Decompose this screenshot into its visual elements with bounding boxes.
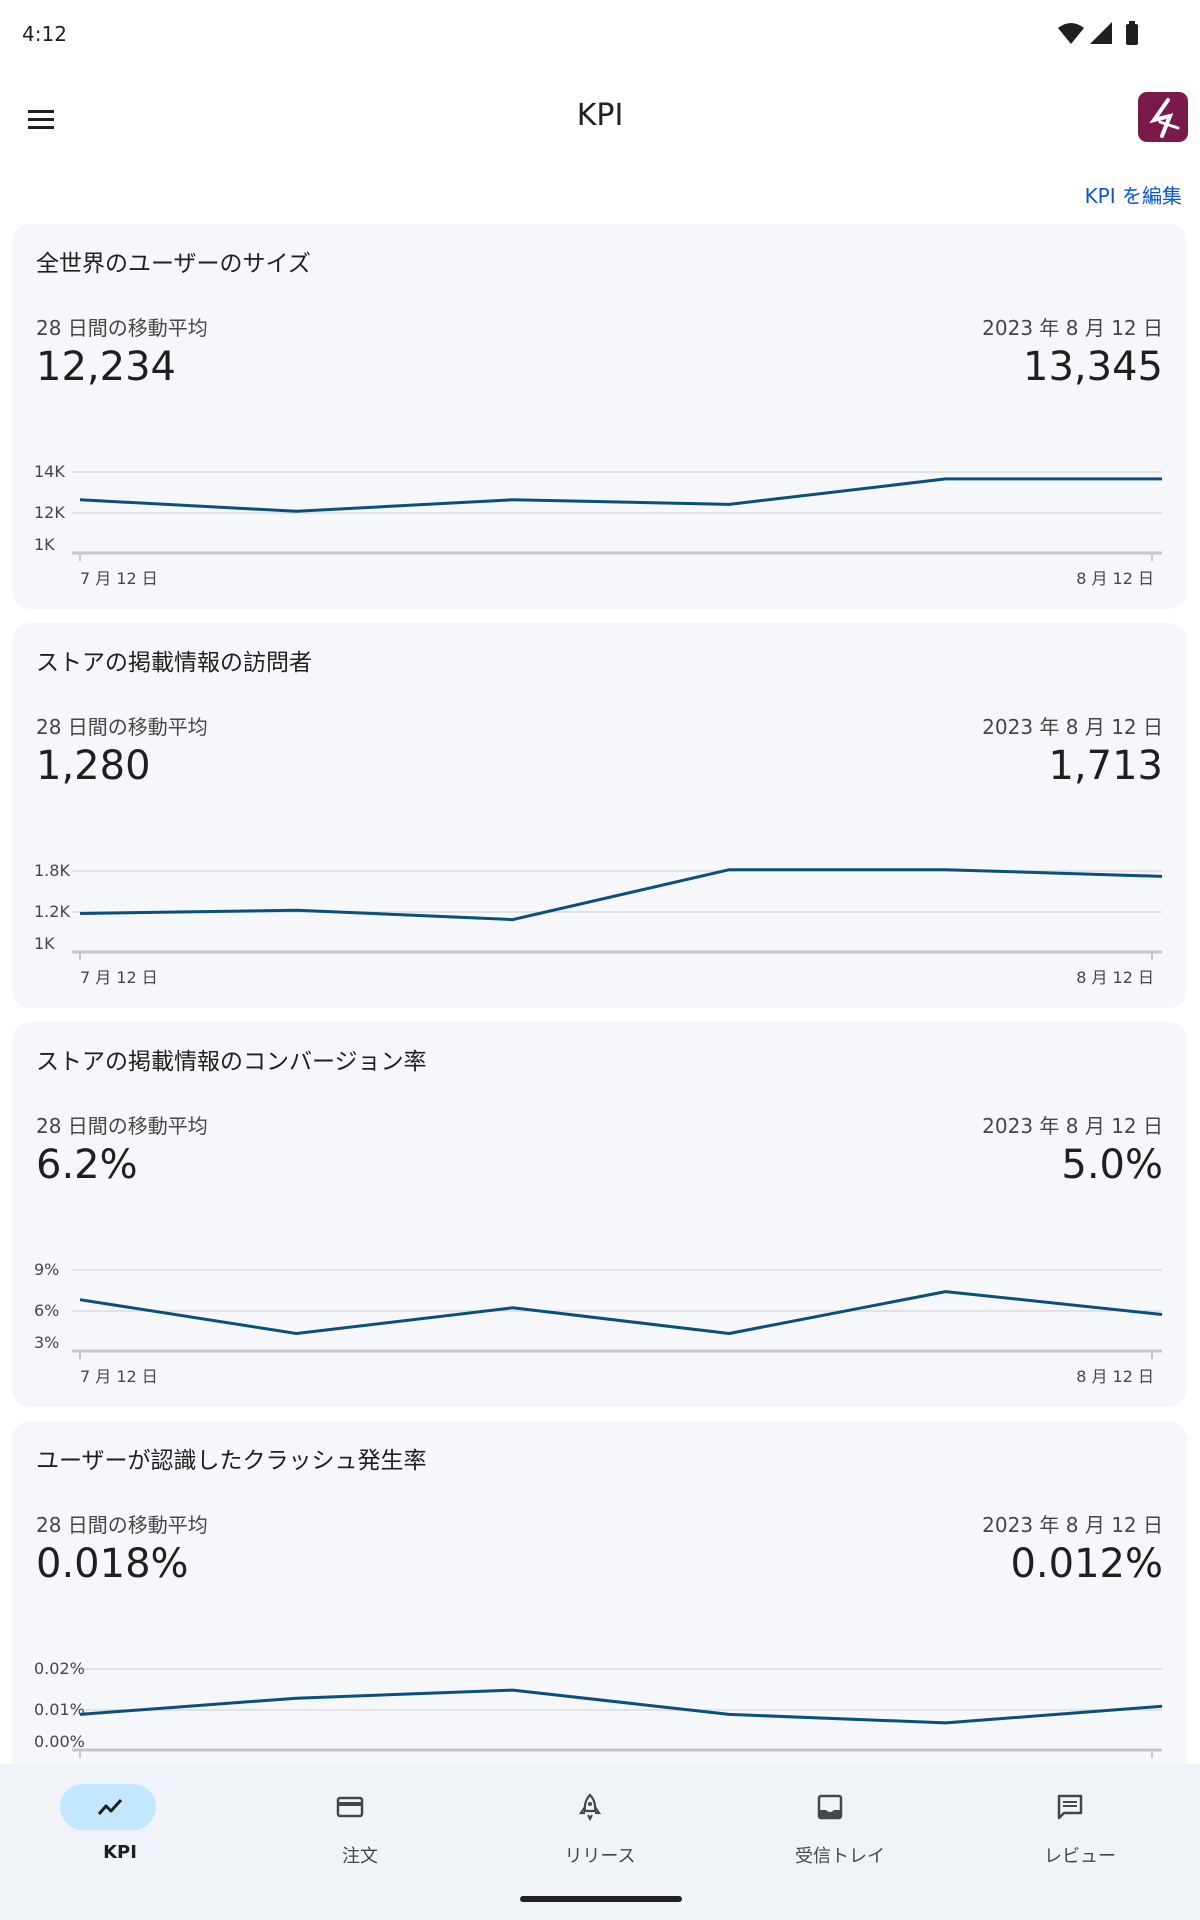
nav-item-kpi[interactable]: KPI — [0, 1782, 240, 1872]
x-tick-label: 7 月 12 日 — [80, 1367, 158, 1386]
signal-icon — [1090, 22, 1112, 44]
series-line — [79, 868, 1163, 922]
page-title: KPI — [576, 98, 624, 133]
status-bar: 4:12 — [0, 0, 1200, 66]
app-bar: KPI — [0, 66, 1200, 168]
review-icon — [1057, 1794, 1083, 1820]
nav-label: リリース — [564, 1846, 636, 1867]
line-chart: 1.8K 1.2K 1K 7 月 12 日 8 月 12 日 — [34, 861, 1163, 987]
date-value: 1,713 — [1048, 743, 1163, 789]
date-label: 2023 年 8 月 12 日 — [982, 715, 1163, 739]
inbox-icon — [817, 1794, 843, 1820]
y-tick-label: 0.01% — [34, 1700, 85, 1719]
nav-item-releases[interactable]: リリース — [480, 1782, 720, 1872]
status-icons — [1058, 21, 1138, 45]
y-tick-label: 9% — [34, 1260, 59, 1279]
kpi-card[interactable]: ストアの掲載情報の訪問者 28 日間の移動平均 2023 年 8 月 12 日 … — [12, 623, 1187, 1008]
card-title: ストアの掲載情報のコンバージョン率 — [36, 1049, 427, 1075]
moving-average-label: 28 日間の移動平均 — [36, 1114, 208, 1138]
bottom-navigation: KPI 注文 リリース 受信トレイ レビュー — [0, 1764, 1200, 1920]
x-tick-label: 8 月 12 日 — [1076, 968, 1154, 987]
kpi-card[interactable]: ユーザーが認識したクラッシュ発生率 28 日間の移動平均 2023 年 8 月 … — [12, 1421, 1187, 1806]
nav-label: KPI — [103, 1842, 137, 1863]
wifi-icon — [1058, 23, 1084, 44]
y-tick-label: 12K — [34, 503, 65, 522]
date-value: 5.0% — [1061, 1142, 1163, 1188]
y-tick-label: 1K — [34, 535, 55, 554]
battery-icon — [1126, 24, 1138, 45]
y-tick-label: 1.2K — [34, 902, 70, 921]
app-avatar[interactable] — [1138, 92, 1188, 142]
card-title: 全世界のユーザーのサイズ — [36, 251, 311, 277]
nav-item-reviews[interactable]: レビュー — [960, 1782, 1200, 1872]
home-indicator[interactable] — [520, 1896, 682, 1902]
edit-kpi-link[interactable]: KPI を編集 — [1084, 184, 1182, 208]
y-tick-label: 6% — [34, 1301, 59, 1320]
credit-card-icon — [336, 1796, 364, 1818]
y-tick-label: 3% — [34, 1333, 59, 1352]
series-line — [79, 1688, 1163, 1725]
x-tick-label: 8 月 12 日 — [1076, 1367, 1154, 1386]
nav-label: レビュー — [1044, 1846, 1116, 1867]
y-tick-label: 0.02% — [34, 1659, 85, 1678]
moving-average-value: 1,280 — [36, 743, 151, 789]
moving-average-label: 28 日間の移動平均 — [36, 715, 208, 739]
series-line — [79, 1290, 1163, 1335]
nav-item-orders[interactable]: 注文 — [240, 1782, 480, 1872]
card-title: ユーザーが認識したクラッシュ発生率 — [36, 1448, 427, 1474]
y-tick-label: 1.8K — [34, 861, 70, 880]
x-tick-label: 8 月 12 日 — [1076, 569, 1154, 588]
moving-average-value: 6.2% — [36, 1142, 138, 1188]
y-tick-label: 1K — [34, 934, 55, 953]
series-line — [79, 477, 1162, 513]
date-label: 2023 年 8 月 12 日 — [982, 1114, 1163, 1138]
trending-up-icon — [97, 1798, 123, 1815]
x-tick-label: 7 月 12 日 — [80, 968, 158, 987]
y-tick-label: 14K — [34, 462, 65, 481]
app-avatar-icon — [1149, 98, 1180, 138]
status-time: 4:12 — [22, 22, 67, 46]
date-label: 2023 年 8 月 12 日 — [982, 316, 1163, 340]
date-value: 0.012% — [1010, 1541, 1163, 1587]
y-tick-label: 0.00% — [34, 1732, 85, 1751]
menu-icon — [28, 110, 54, 129]
moving-average-value: 12,234 — [36, 344, 176, 390]
moving-average-label: 28 日間の移動平均 — [36, 1513, 208, 1537]
kpi-card[interactable]: ストアの掲載情報のコンバージョン率 28 日間の移動平均 2023 年 8 月 … — [12, 1022, 1187, 1407]
nav-label: 注文 — [342, 1846, 378, 1867]
card-title: ストアの掲載情報の訪問者 — [36, 650, 312, 676]
kpi-card[interactable]: 全世界のユーザーのサイズ 28 日間の移動平均 2023 年 8 月 12 日 … — [12, 224, 1187, 609]
nav-label: 受信トレイ — [795, 1846, 885, 1867]
line-chart: 14K 12K 1K 7 月 12 日 8 月 12 日 — [34, 462, 1162, 588]
x-tick-label: 7 月 12 日 — [80, 569, 158, 588]
nav-item-inbox[interactable]: 受信トレイ — [720, 1782, 960, 1872]
date-label: 2023 年 8 月 12 日 — [982, 1513, 1163, 1537]
moving-average-value: 0.018% — [36, 1541, 189, 1587]
line-chart: 9% 6% 3% 7 月 12 日 8 月 12 日 — [34, 1260, 1163, 1386]
menu-button[interactable] — [18, 96, 66, 144]
moving-average-label: 28 日間の移動平均 — [36, 316, 208, 340]
date-value: 13,345 — [1023, 344, 1163, 390]
rocket-icon — [578, 1793, 602, 1821]
